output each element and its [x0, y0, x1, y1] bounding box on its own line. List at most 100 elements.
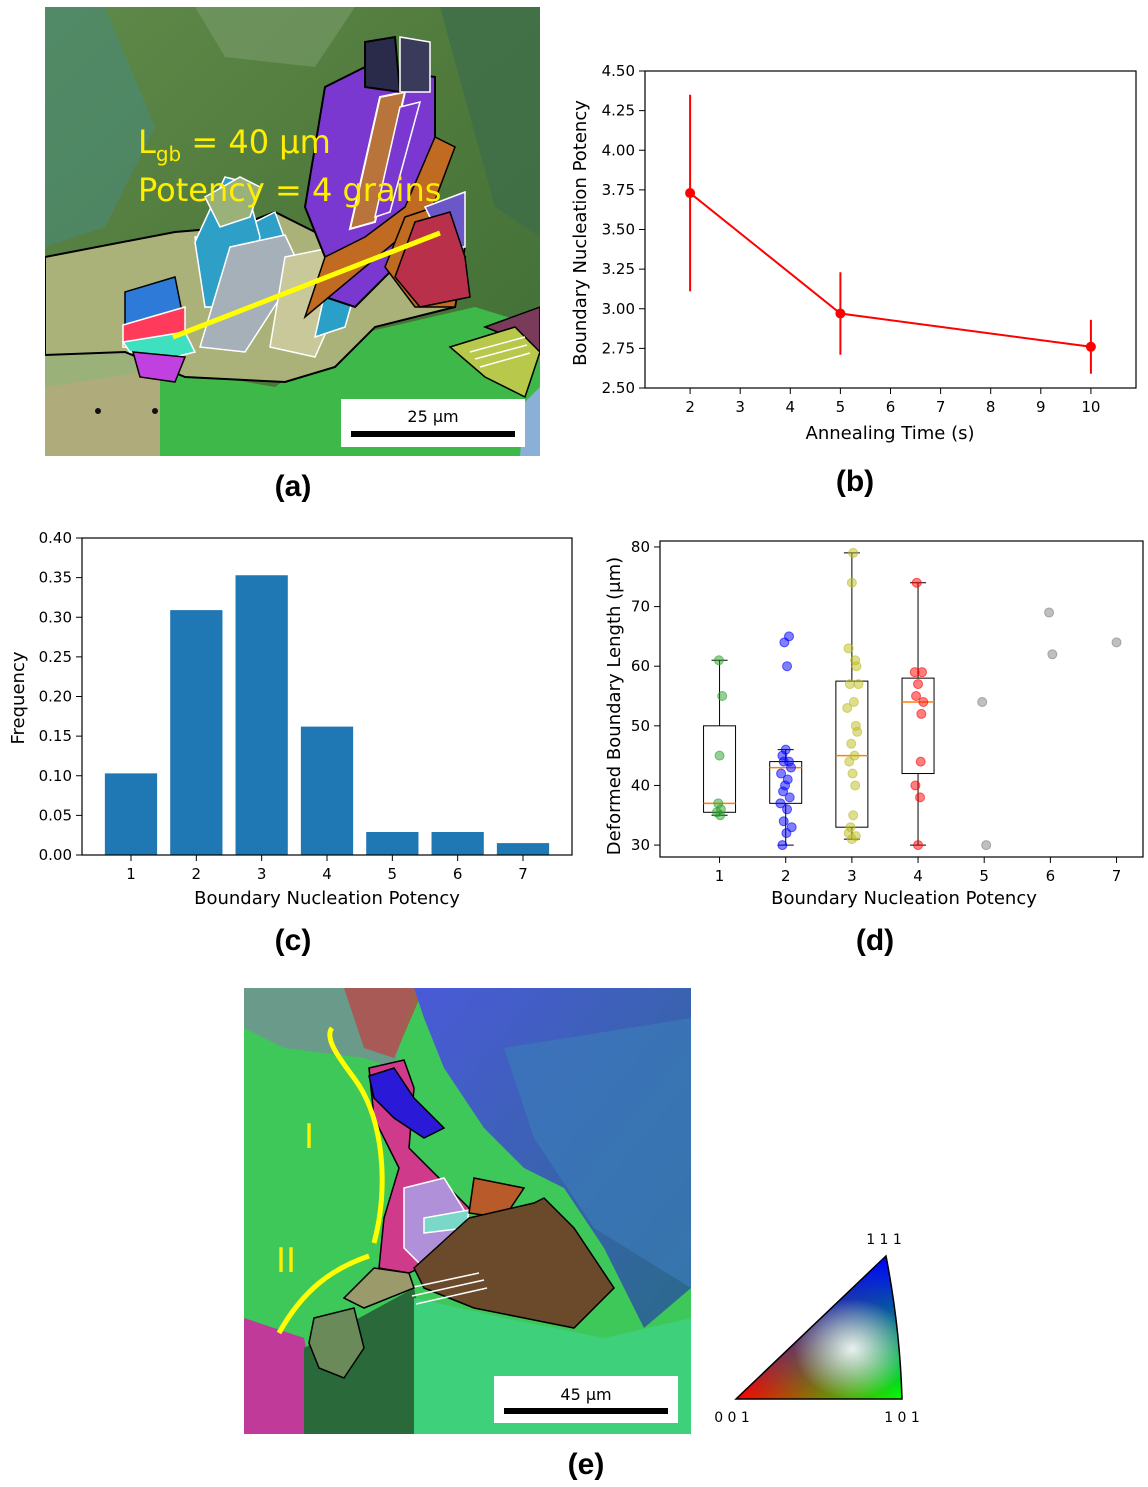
- scatter-point: [848, 696, 859, 707]
- x-tick-label: 6: [886, 398, 896, 416]
- scatter-point: [842, 702, 853, 713]
- y-tick-label: 0.30: [39, 608, 72, 626]
- data-point: [685, 188, 696, 199]
- scatter-point: [846, 738, 857, 749]
- y-tick-label: 4.00: [602, 141, 635, 159]
- bar: [366, 832, 419, 855]
- scatter-point: [784, 792, 795, 803]
- region-label-ii: II: [276, 1241, 296, 1281]
- y-tick-label: 80: [631, 538, 650, 556]
- scatter-point: [911, 577, 922, 588]
- y-tick-label: 3.00: [602, 300, 635, 318]
- data-point: [1085, 341, 1096, 352]
- micrograph-a: Lgb = 40 μm Potency = 4 grains 25 μm: [44, 7, 541, 456]
- y-tick-label: 40: [631, 776, 650, 794]
- ipf-outline: [734, 1254, 903, 1400]
- chart-d: Deformed Boundary Length (μm) Boundary N…: [604, 538, 1144, 909]
- y-tick-label: 0.40: [39, 529, 72, 547]
- x-tick-label: 2: [781, 867, 791, 885]
- y-tick-label: 0.05: [39, 806, 72, 824]
- bar: [104, 773, 158, 855]
- scatter-point: [781, 828, 792, 839]
- twin-lamella: [408, 1272, 488, 1305]
- plot-frame: [644, 70, 1137, 389]
- ipf-gradient-white: [736, 1256, 902, 1399]
- bar: [300, 726, 354, 855]
- ipf-label-101: 1 0 1: [884, 1410, 920, 1426]
- recrystallized-grain: [342, 1267, 415, 1309]
- ipf-label-111: 1 1 1: [866, 1232, 902, 1248]
- y-tick-label: 0.35: [39, 569, 72, 587]
- bar: [496, 843, 550, 855]
- ipf-color-key: 1 1 1 0 0 1 1 0 1: [712, 1228, 932, 1428]
- scatter-point: [981, 840, 992, 851]
- recrystallized-grain: [199, 234, 301, 353]
- y-tick-label: 3.25: [602, 260, 635, 278]
- y-axis-label: Boundary Nucleation Potency: [570, 100, 591, 366]
- scatter-point: [915, 756, 926, 767]
- x-tick-label: 2: [192, 865, 202, 883]
- x-tick-label: 7: [936, 398, 946, 416]
- scatter-point: [853, 679, 864, 690]
- marker-dot: [152, 408, 158, 414]
- scale-bar-label: 25 μm: [407, 407, 458, 426]
- scatter-point: [913, 840, 924, 851]
- x-tick-label: 8: [986, 398, 996, 416]
- scatter-point: [715, 810, 726, 821]
- x-tick-label: 3: [735, 398, 745, 416]
- region-label-i: I: [304, 1117, 314, 1157]
- y-tick-label: 0.20: [39, 688, 72, 706]
- scatter-point: [778, 786, 789, 797]
- y-tick-label: 3.50: [602, 221, 635, 239]
- scatter-point: [782, 661, 793, 672]
- scatter-point: [1047, 649, 1058, 660]
- micrograph-e: I II 45 μm: [244, 988, 691, 1434]
- scale-bar: [504, 1408, 668, 1414]
- scatter-point: [846, 834, 857, 845]
- boundary-region-curve-i: [327, 1026, 385, 1244]
- scatter-point: [844, 679, 855, 690]
- bar: [170, 610, 223, 855]
- x-tick-label: 4: [786, 398, 796, 416]
- scatter-point: [1111, 637, 1122, 648]
- bar: [235, 575, 288, 855]
- x-tick-label: 2: [685, 398, 695, 416]
- x-tick-label: 1: [126, 865, 136, 883]
- twin-lamella: [469, 336, 531, 368]
- scatter-point: [910, 780, 921, 791]
- scatter-point: [851, 661, 862, 672]
- scatter-point: [713, 655, 724, 666]
- scatter-point: [850, 780, 861, 791]
- x-tick-label: 4: [913, 867, 923, 885]
- scatter-point: [843, 643, 854, 654]
- scatter-point: [844, 756, 855, 767]
- x-tick-label: 5: [836, 398, 846, 416]
- scatter-point: [776, 768, 787, 779]
- scatter-point: [977, 696, 988, 707]
- x-tick-label: 6: [453, 865, 463, 883]
- scatter-point: [777, 840, 788, 851]
- scatter-point: [913, 679, 924, 690]
- y-tick-label: 4.25: [602, 102, 635, 120]
- scale-bar-label: 45 μm: [560, 1385, 611, 1404]
- scatter-point: [782, 804, 793, 815]
- x-tick-label: 4: [322, 865, 332, 883]
- recrystallized-grain: [364, 35, 402, 94]
- twin-lamella: [373, 100, 422, 219]
- recrystallized-grain: [131, 351, 187, 383]
- y-tick-label: 30: [631, 836, 650, 854]
- boundary-length-line: [172, 230, 441, 340]
- scatter-point: [918, 696, 929, 707]
- matrix-grain: [344, 988, 424, 1058]
- y-tick-label: 0.10: [39, 767, 72, 785]
- scatter-point: [775, 798, 786, 809]
- scatter-point: [784, 631, 795, 642]
- chart-b: Boundary Nucleation Potency Annealing Ti…: [570, 62, 1137, 444]
- matrix-grain: [45, 367, 175, 456]
- potency-annotation: Potency = 4 grains: [138, 171, 441, 209]
- scatter-point: [786, 762, 797, 773]
- bar: [431, 832, 484, 855]
- scale-bar-box: [341, 399, 525, 447]
- scale-bar: [351, 431, 515, 437]
- series-line: [689, 192, 1092, 348]
